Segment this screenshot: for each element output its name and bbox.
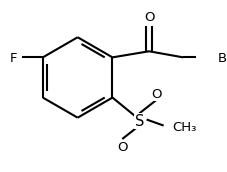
Text: O: O xyxy=(143,11,154,24)
Text: Br: Br xyxy=(216,52,227,65)
Text: O: O xyxy=(151,88,161,101)
Text: CH₃: CH₃ xyxy=(171,121,196,134)
Text: S: S xyxy=(134,114,143,128)
Text: O: O xyxy=(116,141,127,154)
Text: F: F xyxy=(10,52,17,65)
